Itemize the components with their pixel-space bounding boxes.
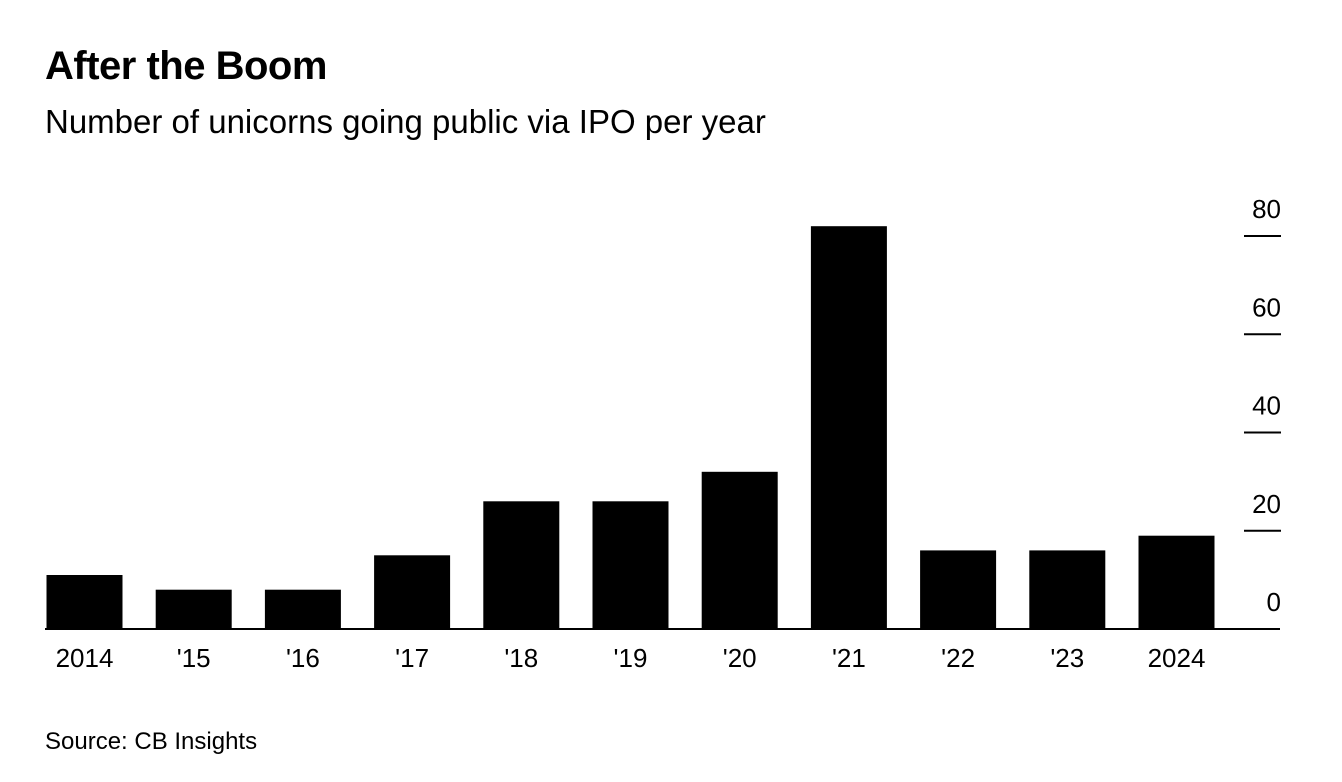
x-tick-label: '23 — [1050, 643, 1084, 673]
chart-subtitle: Number of unicorns going public via IPO … — [45, 103, 766, 140]
bar-0 — [46, 575, 123, 629]
chart-title: After the Boom — [45, 44, 327, 88]
bars-group — [46, 226, 1215, 629]
bar-7 — [810, 226, 887, 629]
bar-2 — [264, 589, 341, 629]
y-tick-label: 20 — [1252, 489, 1281, 519]
y-tick-label: 60 — [1252, 292, 1281, 322]
x-tick-label: '21 — [832, 643, 866, 673]
y-tick-label: 0 — [1267, 587, 1281, 617]
y-axis: 0 20 40 60 80 — [1244, 194, 1281, 617]
x-tick-label: '17 — [395, 643, 429, 673]
y-tick-label: 40 — [1252, 391, 1281, 421]
bar-3 — [374, 555, 451, 629]
x-tick-label: '22 — [941, 643, 975, 673]
x-tick-label: '18 — [504, 643, 538, 673]
x-tick-label: '19 — [614, 643, 648, 673]
bar-10 — [1138, 535, 1215, 629]
x-tick-label: '16 — [286, 643, 320, 673]
x-tick-label: '15 — [177, 643, 211, 673]
x-tick-label: '20 — [723, 643, 757, 673]
bar-8 — [920, 550, 997, 629]
bar-4 — [483, 501, 560, 629]
bar-6 — [701, 471, 778, 629]
x-axis-labels: 2014 '15 '16 '17 '18 '19 '20 '21 '22 '23 2024 — [56, 643, 1206, 673]
bar-1 — [155, 589, 232, 629]
x-tick-label: 2024 — [1148, 643, 1206, 673]
bar-chart: 2014 '15 '16 '17 '18 '19 '20 '21 '22 '23 2024 0 20 4… — [45, 194, 1281, 673]
bar-5 — [592, 501, 669, 629]
y-tick-label: 80 — [1252, 194, 1281, 224]
source-note: Source: CB Insights — [45, 728, 258, 755]
x-tick-label: 2014 — [56, 643, 114, 673]
bar-9 — [1029, 550, 1106, 629]
